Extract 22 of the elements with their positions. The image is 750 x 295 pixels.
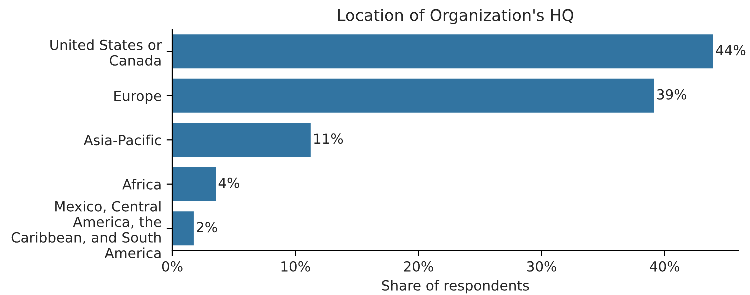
x-axis-title: Share of respondents <box>382 280 530 294</box>
bar <box>172 122 312 159</box>
y-tick-label: United States or Canada <box>50 40 162 66</box>
bar <box>172 166 218 203</box>
y-tick-label: Europe <box>114 91 162 104</box>
data-label: 11% <box>314 134 344 144</box>
data-label: 39% <box>657 89 687 100</box>
data-label: 44% <box>716 45 746 56</box>
data-label: 2% <box>197 222 218 233</box>
y-tick-label: Asia-Pacific <box>84 134 162 146</box>
y-tick-label: Africa <box>122 179 161 190</box>
x-tick-label: 10% <box>282 261 310 272</box>
chart-title: Location of Organization's HQ <box>338 9 574 24</box>
x-tick-label: 30% <box>527 261 556 272</box>
data-label: 4% <box>218 178 240 188</box>
bar <box>172 77 656 114</box>
x-tick-label: 0% <box>162 261 183 272</box>
bar <box>172 33 715 70</box>
x-tick-label: 40% <box>650 261 680 272</box>
y-tick-label: Mexico, Central America, the Caribbean, and South America <box>12 201 162 258</box>
x-tick-label: 20% <box>404 261 434 272</box>
bar <box>172 210 196 248</box>
